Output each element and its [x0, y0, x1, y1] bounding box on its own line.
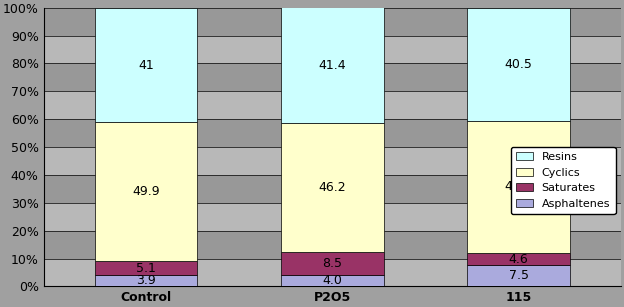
Bar	[95, 122, 197, 261]
Bar	[281, 251, 384, 275]
Bar	[467, 8, 570, 121]
Text: 49.9: 49.9	[132, 185, 160, 198]
Text: 8.5: 8.5	[323, 257, 343, 270]
Bar	[467, 266, 570, 286]
Bar	[44, 175, 622, 203]
Bar	[44, 147, 622, 175]
Bar	[44, 64, 622, 91]
Text: 47.4: 47.4	[505, 180, 533, 193]
Text: 5.1: 5.1	[136, 262, 156, 275]
Bar	[95, 275, 197, 286]
Bar	[44, 36, 622, 64]
Text: 40.5: 40.5	[505, 58, 533, 71]
Bar	[44, 8, 622, 36]
Bar	[95, 8, 197, 122]
Text: 4.6: 4.6	[509, 253, 529, 266]
Bar	[281, 275, 384, 286]
Bar	[281, 123, 384, 251]
Text: 41: 41	[138, 59, 154, 72]
Legend: Resins, Cyclics, Saturates, Asphaltenes: Resins, Cyclics, Saturates, Asphaltenes	[510, 147, 616, 214]
Text: 3.9: 3.9	[136, 274, 156, 287]
Text: 4.0: 4.0	[323, 274, 343, 287]
Bar	[467, 121, 570, 253]
Text: 46.2: 46.2	[319, 181, 346, 194]
Bar	[281, 7, 384, 123]
Text: 7.5: 7.5	[509, 270, 529, 282]
Bar	[95, 261, 197, 275]
Bar	[44, 91, 622, 119]
Bar	[44, 258, 622, 286]
Text: 41.4: 41.4	[319, 59, 346, 72]
Bar	[44, 231, 622, 258]
Bar	[44, 203, 622, 231]
Bar	[44, 119, 622, 147]
Bar	[467, 253, 570, 266]
